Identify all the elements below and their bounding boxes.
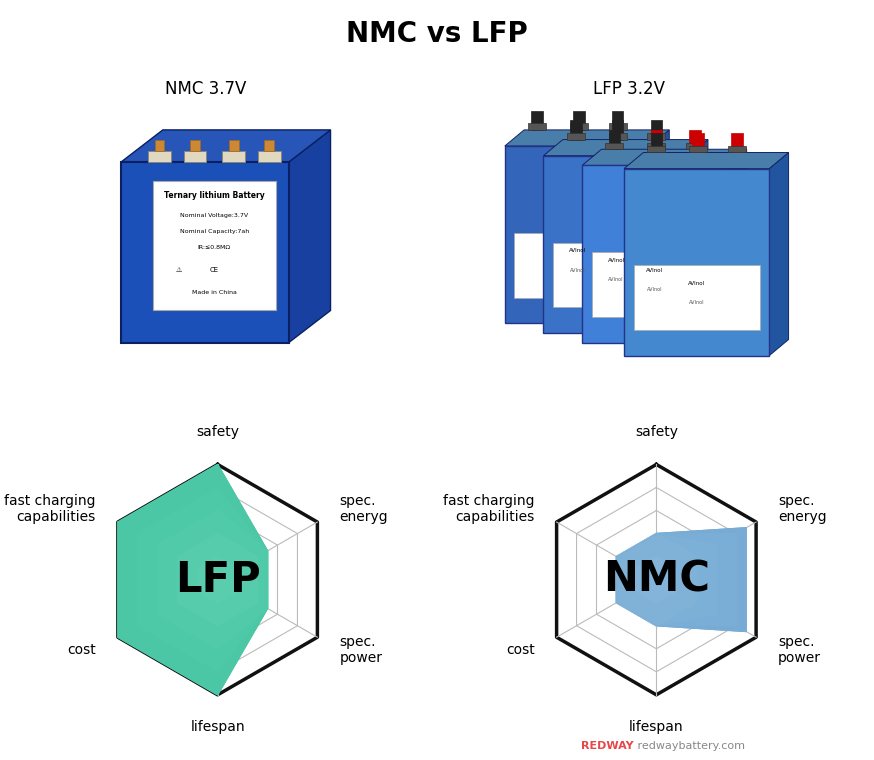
Text: Ternary lithium Battery: Ternary lithium Battery — [164, 191, 265, 200]
Text: NMC vs LFP: NMC vs LFP — [346, 20, 528, 48]
Polygon shape — [184, 151, 206, 162]
Text: CE: CE — [210, 267, 219, 273]
Polygon shape — [544, 140, 708, 156]
Text: AVInol: AVInol — [608, 277, 624, 283]
Polygon shape — [158, 511, 267, 649]
Text: redwaybattery.com: redwaybattery.com — [634, 741, 745, 751]
Text: AVInol: AVInol — [570, 268, 585, 273]
Polygon shape — [769, 153, 788, 356]
Polygon shape — [198, 556, 238, 603]
Text: AVInol: AVInol — [569, 249, 586, 253]
Polygon shape — [553, 242, 679, 307]
Polygon shape — [138, 487, 267, 672]
Polygon shape — [118, 464, 267, 695]
Text: AVInol: AVInol — [646, 268, 663, 273]
Polygon shape — [616, 527, 746, 632]
Text: spec.
eneryg: spec. eneryg — [778, 494, 827, 524]
Polygon shape — [689, 140, 708, 333]
Polygon shape — [570, 123, 588, 130]
Text: fast charging
capabilities: fast charging capabilities — [4, 494, 96, 524]
Polygon shape — [608, 130, 621, 149]
Text: spec.
eneryg: spec. eneryg — [339, 494, 388, 524]
Polygon shape — [624, 153, 788, 169]
Text: spec.
power: spec. power — [778, 635, 821, 665]
Polygon shape — [153, 182, 275, 311]
Text: LFP 3.2V: LFP 3.2V — [593, 80, 665, 98]
Polygon shape — [650, 130, 669, 324]
Text: lifespan: lifespan — [629, 720, 683, 734]
Polygon shape — [686, 143, 704, 149]
Polygon shape — [515, 233, 641, 298]
Polygon shape — [648, 133, 665, 140]
Text: safety: safety — [196, 425, 239, 439]
Text: NMC: NMC — [603, 559, 710, 600]
Text: lifespan: lifespan — [191, 720, 245, 734]
Polygon shape — [288, 130, 330, 343]
Text: AVInol: AVInol — [688, 280, 705, 286]
Polygon shape — [265, 140, 274, 151]
Polygon shape — [612, 120, 623, 140]
Polygon shape — [727, 149, 746, 343]
Polygon shape — [528, 123, 546, 130]
Text: ⚠: ⚠ — [176, 267, 182, 273]
Polygon shape — [544, 156, 689, 333]
Polygon shape — [582, 149, 746, 166]
Text: LFP: LFP — [175, 559, 260, 600]
Polygon shape — [229, 140, 239, 151]
Polygon shape — [650, 130, 662, 149]
Polygon shape — [582, 166, 727, 343]
Text: spec.
power: spec. power — [339, 635, 382, 665]
Text: AVInol: AVInol — [689, 300, 704, 305]
Text: Nominal Capacity:7ah: Nominal Capacity:7ah — [180, 229, 249, 234]
Polygon shape — [505, 130, 669, 146]
Polygon shape — [690, 146, 707, 153]
Polygon shape — [606, 143, 623, 149]
Polygon shape — [728, 146, 746, 153]
Polygon shape — [616, 527, 746, 632]
Text: AVInol: AVInol — [607, 258, 625, 263]
Text: AVInol: AVInol — [647, 287, 662, 292]
Polygon shape — [570, 120, 581, 140]
Polygon shape — [223, 151, 245, 162]
Polygon shape — [616, 534, 697, 625]
Polygon shape — [258, 151, 281, 162]
Text: cost: cost — [67, 643, 96, 657]
Text: REDWAY: REDWAY — [581, 741, 634, 751]
Text: NMC 3.7V: NMC 3.7V — [164, 80, 246, 98]
Polygon shape — [612, 110, 623, 130]
Text: Nominal Voltage:3.7V: Nominal Voltage:3.7V — [180, 213, 248, 218]
Polygon shape — [608, 123, 627, 130]
Polygon shape — [177, 534, 258, 625]
Polygon shape — [648, 143, 665, 149]
Polygon shape — [149, 151, 171, 162]
Polygon shape — [191, 140, 200, 151]
Polygon shape — [531, 110, 543, 130]
Polygon shape — [592, 252, 718, 317]
Polygon shape — [505, 146, 650, 324]
Text: cost: cost — [506, 643, 535, 657]
Polygon shape — [634, 265, 760, 330]
Polygon shape — [690, 130, 701, 149]
Text: IR:≤0.8MΩ: IR:≤0.8MΩ — [198, 245, 231, 250]
Polygon shape — [155, 140, 164, 151]
Polygon shape — [616, 534, 736, 625]
Polygon shape — [118, 464, 267, 695]
Polygon shape — [732, 133, 743, 153]
Polygon shape — [566, 133, 585, 140]
Polygon shape — [608, 133, 627, 140]
Polygon shape — [650, 133, 662, 153]
Polygon shape — [121, 162, 288, 343]
Text: fast charging
capabilities: fast charging capabilities — [443, 494, 535, 524]
Polygon shape — [624, 169, 769, 356]
Polygon shape — [692, 133, 704, 153]
Polygon shape — [648, 146, 665, 153]
Polygon shape — [121, 130, 330, 162]
Text: safety: safety — [635, 425, 678, 439]
Polygon shape — [650, 120, 662, 140]
Polygon shape — [616, 534, 716, 625]
Polygon shape — [636, 556, 676, 603]
Text: Made in China: Made in China — [192, 290, 237, 296]
Polygon shape — [573, 110, 585, 130]
